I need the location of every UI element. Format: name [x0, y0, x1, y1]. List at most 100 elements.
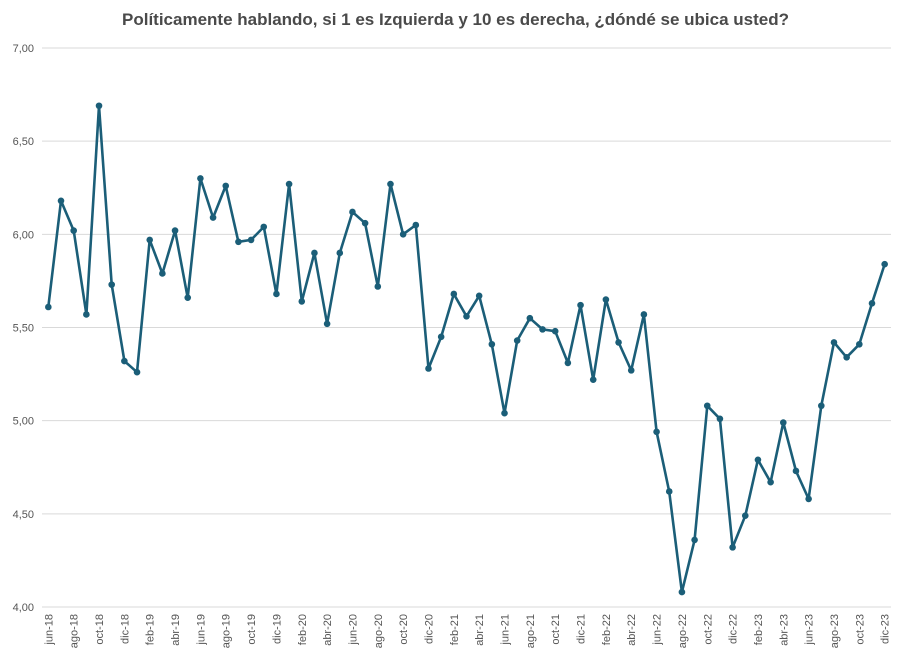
x-tick-label: jun-19: [195, 614, 207, 646]
data-point: [754, 456, 762, 464]
data-point: [70, 227, 77, 234]
data-point: [437, 333, 445, 341]
x-tick-label: ago-20: [373, 614, 385, 648]
data-point: [665, 488, 673, 495]
x-tick-label: feb-20: [297, 614, 309, 645]
data-point: [108, 281, 115, 288]
data-point: [260, 223, 268, 231]
x-tick-label: feb-22: [601, 614, 613, 645]
data-point: [209, 214, 217, 221]
data-point: [767, 478, 774, 486]
y-tick-label: 6,50: [13, 136, 34, 148]
series-line: [47, 104, 886, 594]
x-tick-label: ago-23: [829, 614, 841, 648]
x-tick-label: ago-18: [69, 614, 81, 648]
x-tick-label: feb-21: [449, 614, 461, 645]
data-point: [425, 365, 432, 372]
x-tick-label: ago-19: [221, 614, 233, 648]
data-point: [526, 314, 534, 322]
x-tick-label: abr-22: [626, 614, 638, 646]
x-tick-label: jun-20: [347, 614, 359, 646]
data-point: [222, 182, 230, 190]
data-point: [653, 428, 660, 436]
data-point: [881, 260, 888, 268]
data-point: [640, 311, 648, 318]
data-point: [501, 409, 508, 417]
x-tick-label: oct-23: [854, 614, 866, 645]
x-tick-label: dic-19: [271, 614, 283, 644]
x-tick-label: oct-21: [550, 614, 562, 645]
data-point: [602, 296, 610, 303]
data-point: [805, 495, 812, 503]
data-point: [171, 227, 179, 234]
data-point: [146, 236, 154, 244]
x-tick-label: ago-21: [525, 614, 537, 648]
x-tick-label: dic-18: [119, 614, 131, 644]
data-point: [868, 299, 876, 307]
data-point: [703, 402, 711, 410]
y-tick-label: 5,50: [13, 323, 34, 335]
x-tick-label: abr-20: [322, 614, 334, 646]
gridlines: [42, 47, 891, 608]
data-point: [792, 467, 800, 475]
data-point: [615, 339, 622, 346]
x-tick-label: oct-19: [246, 614, 258, 645]
x-tick-label: jun-21: [500, 614, 512, 646]
x-tick-label: oct-22: [702, 614, 714, 645]
data-point: [273, 290, 280, 298]
data-point: [95, 102, 103, 110]
data-point: [818, 402, 825, 410]
data-point: [298, 298, 306, 305]
x-tick-label: oct-18: [94, 614, 106, 645]
data-point: [741, 512, 749, 519]
data-point: [716, 415, 724, 423]
data-point: [551, 327, 559, 335]
x-tick-label: dic-23: [880, 614, 892, 644]
data-point: [589, 376, 597, 383]
x-tick-label: feb-19: [145, 614, 157, 645]
data-point: [45, 303, 52, 311]
data-point: [235, 238, 242, 246]
data-point: [539, 326, 546, 333]
x-tick-label: dic-21: [576, 614, 588, 644]
data-point: [374, 283, 382, 290]
series-group: [45, 102, 888, 596]
y-tick-label: 4,00: [13, 602, 34, 614]
y-tick-label: 4,50: [13, 509, 34, 521]
y-tick-label: 6,00: [13, 229, 34, 241]
x-tick-label: feb-23: [753, 614, 765, 645]
chart-title: Políticamente hablando, si 1 es Izquierd…: [122, 10, 789, 29]
x-tick-label: dic-22: [728, 614, 740, 644]
data-point: [197, 175, 204, 182]
y-tick-label: 7,00: [13, 43, 34, 55]
y-tick-label: 5,00: [13, 416, 34, 428]
x-axis: jun-18 ago-18 oct-18 dic-18 feb-19 abr-19 jun-…: [43, 614, 891, 648]
x-tick-label: abr-23: [778, 614, 790, 646]
x-tick-label: abr-21: [474, 614, 486, 646]
y-axis: 4,00 4,50 5,00 5,50 6,00 6,50 7,00: [13, 43, 34, 614]
data-point: [57, 197, 65, 205]
data-point: [843, 354, 850, 361]
data-point: [779, 419, 787, 426]
data-point: [247, 236, 255, 244]
data-point: [336, 249, 344, 257]
x-tick-label: ago-22: [677, 614, 689, 648]
data-point: [564, 359, 572, 367]
data-point: [475, 292, 483, 300]
data-point: [323, 320, 331, 328]
data-point: [349, 208, 356, 216]
x-tick-label: dic-20: [423, 614, 435, 644]
data-point: [184, 294, 192, 301]
data-point: [83, 311, 90, 318]
data-point: [678, 588, 686, 596]
x-tick-label: abr-19: [170, 614, 182, 646]
data-point: [133, 368, 141, 376]
data-point: [830, 339, 838, 346]
data-point: [729, 544, 736, 551]
data-point: [159, 270, 166, 277]
data-point: [513, 337, 521, 344]
data-point: [285, 180, 293, 188]
data-point: [627, 367, 635, 374]
data-point: [450, 290, 458, 298]
